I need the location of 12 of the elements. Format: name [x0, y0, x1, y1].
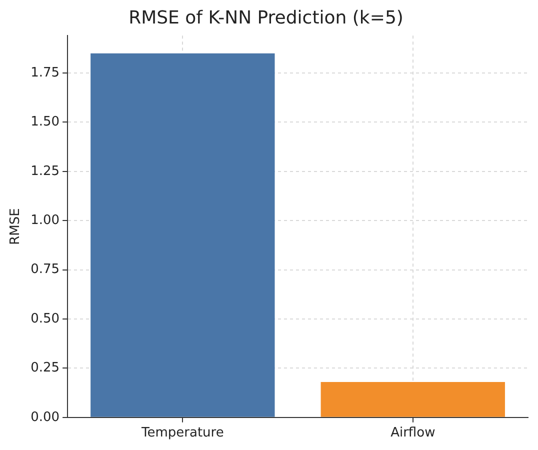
y-tick-label: 0.75: [30, 262, 60, 278]
chart-title: RMSE of K-NN Prediction (k=5): [128, 7, 404, 28]
y-axis-title: RMSE: [8, 208, 24, 245]
x-tick-label: Airflow: [390, 426, 436, 441]
y-tick-label: 1.25: [30, 164, 60, 179]
y-tick-label: 0.25: [30, 360, 60, 376]
y-tick-label: 1.00: [30, 212, 60, 228]
y-tick-label: 0.50: [30, 311, 60, 326]
x-tick-label: Temperature: [140, 426, 224, 441]
y-tick-label: 1.75: [30, 65, 60, 80]
y-tick-label: 1.50: [30, 114, 60, 130]
y-tick-label: 0.00: [30, 410, 60, 425]
